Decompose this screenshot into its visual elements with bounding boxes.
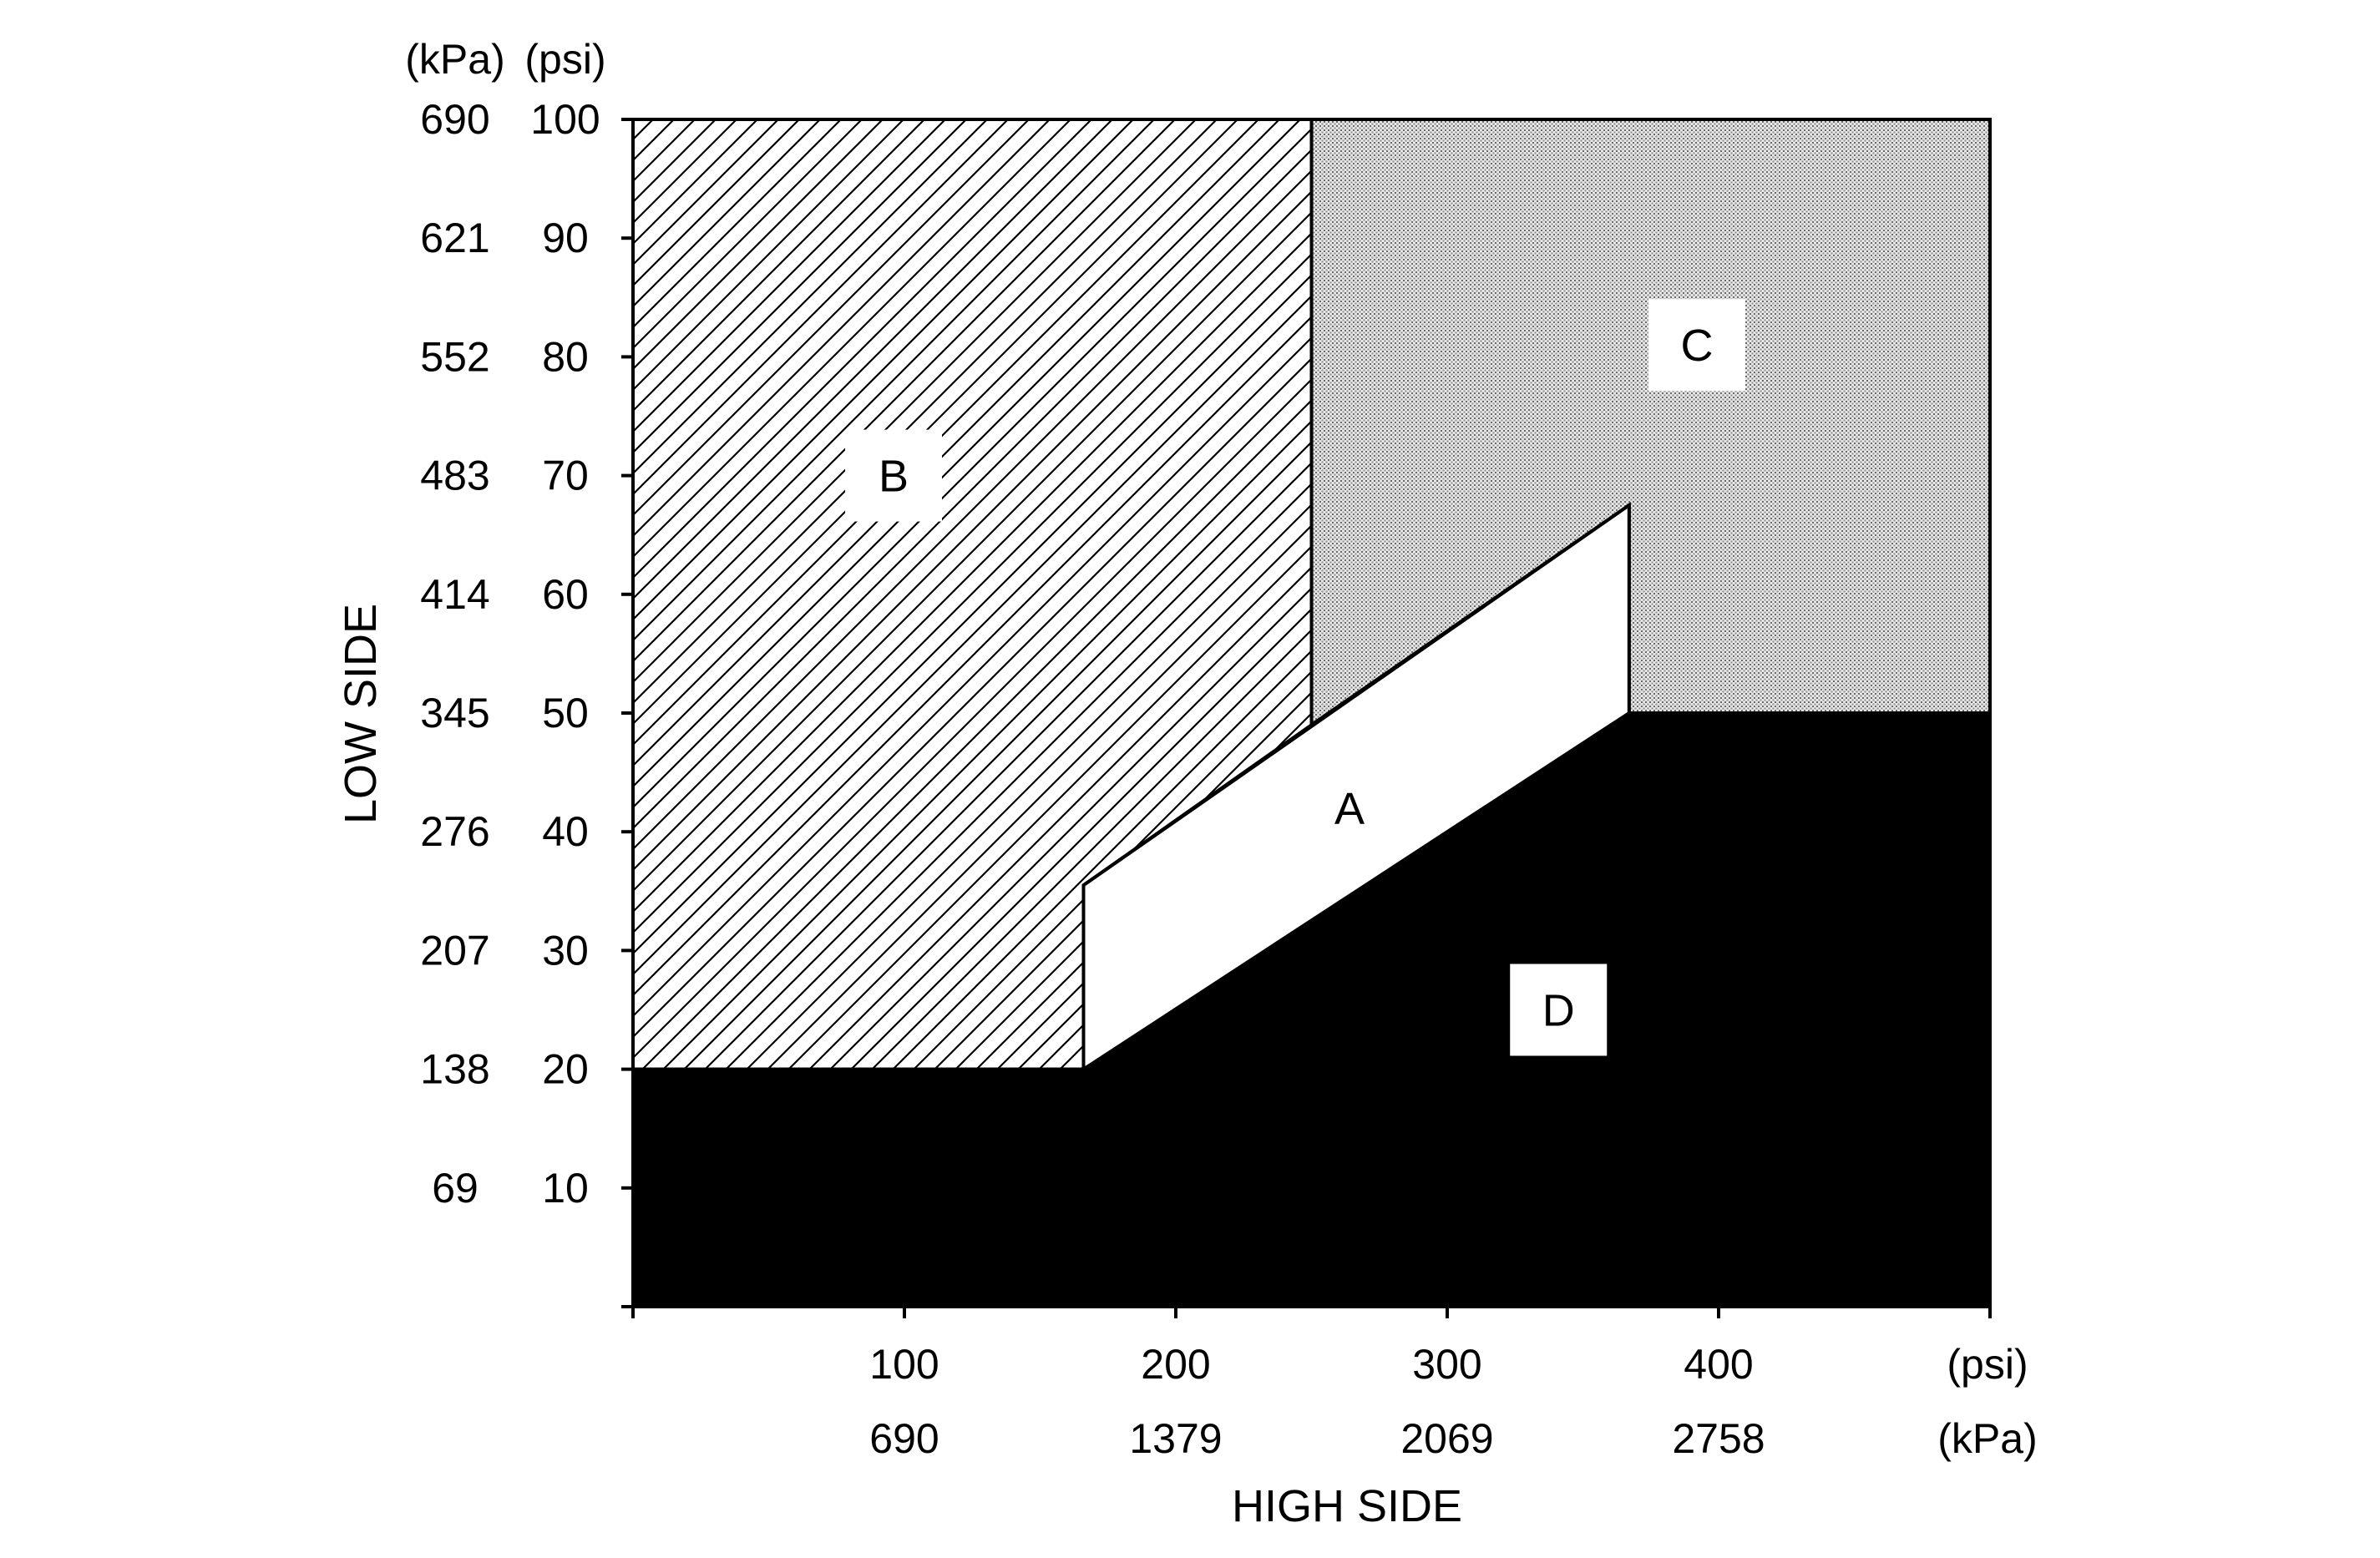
x-axis: 100 200 300 400 690 1379 2069 2758 xyxy=(628,1305,1992,1462)
y-tick-label-psi: 10 xyxy=(542,1165,589,1211)
x-tick-label-kpa: 2758 xyxy=(1672,1415,1765,1462)
y-tick-label-psi: 20 xyxy=(542,1046,589,1093)
y-tick-label-kpa: 621 xyxy=(420,215,489,261)
y-unit-kpa: (kPa) xyxy=(405,36,504,83)
y-tick-label-kpa: 276 xyxy=(420,808,489,855)
y-tick-label-psi: 80 xyxy=(542,333,589,380)
region-a xyxy=(1081,502,1631,1073)
region-label-box-b xyxy=(845,429,942,522)
y-tick-label-psi: 70 xyxy=(542,453,589,499)
x-unit-kpa: (kPa) xyxy=(1937,1415,2037,1462)
y-tick-label-psi: 100 xyxy=(530,96,600,143)
region-label-box-d xyxy=(1510,964,1608,1056)
y-tick-label-kpa: 207 xyxy=(420,927,489,974)
region-labels: A B C D xyxy=(845,299,1745,1056)
y-axis-title: LOW SIDE xyxy=(336,604,386,824)
region-c xyxy=(1309,118,1992,729)
y-tick-label-psi: 60 xyxy=(542,571,589,618)
y-tick-label-psi: 50 xyxy=(542,690,589,736)
region-label-a: A xyxy=(1334,784,1365,834)
x-tick-label-psi: 400 xyxy=(1684,1341,1753,1388)
y-tick-label-kpa: 552 xyxy=(420,333,489,380)
x-tick-label-psi: 200 xyxy=(1141,1341,1210,1388)
region-label-d: D xyxy=(1542,986,1575,1036)
y-tick-label-psi: 30 xyxy=(542,927,589,974)
region-label-b: B xyxy=(879,452,909,502)
y-tick-label-kpa: 345 xyxy=(420,690,489,736)
y-tick-label-kpa: 690 xyxy=(420,96,489,143)
y-tick-label-psi: 40 xyxy=(542,808,589,855)
y-tick-label-kpa: 483 xyxy=(420,453,489,499)
x-tick-label-kpa: 1379 xyxy=(1129,1415,1222,1462)
y-tick-label-kpa: 138 xyxy=(420,1046,489,1093)
x-tick-label-psi: 300 xyxy=(1412,1341,1481,1388)
y-tick-label-psi: 90 xyxy=(542,215,589,261)
y-tick-label-kpa: 69 xyxy=(432,1165,479,1211)
x-axis-title: HIGH SIDE xyxy=(1232,1481,1462,1531)
x-tick-label-kpa: 690 xyxy=(869,1415,939,1462)
y-tick-label-kpa: 414 xyxy=(420,571,489,618)
regions-layer xyxy=(631,118,1992,1308)
y-unit-psi: (psi) xyxy=(524,36,605,83)
x-tick-label-kpa: 2069 xyxy=(1400,1415,1493,1462)
region-label-c: C xyxy=(1681,321,1714,371)
x-unit-psi: (psi) xyxy=(1947,1341,2028,1388)
y-axis: 10 20 30 40 50 60 70 80 90 100 69 138 207 276 345 414 48… xyxy=(420,96,635,1312)
x-tick-label-psi: 100 xyxy=(869,1341,939,1388)
region-label-box-c xyxy=(1648,299,1745,392)
